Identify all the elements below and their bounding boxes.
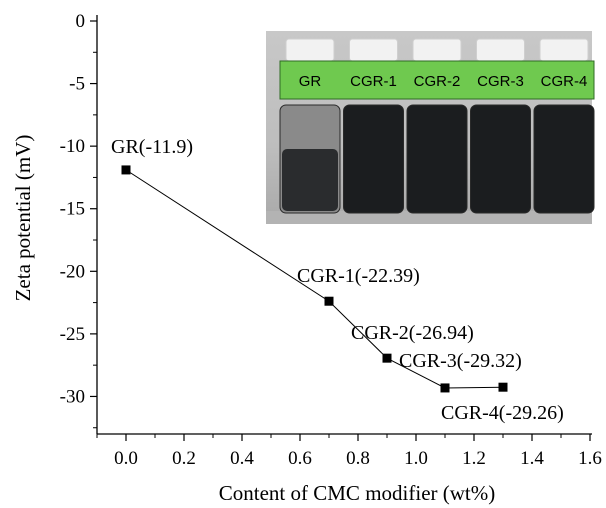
y-tick-label: -10	[60, 136, 85, 157]
x-tick-label: 0.6	[288, 448, 312, 469]
bottle-body	[470, 104, 531, 214]
x-tick-label: 1.4	[520, 448, 544, 469]
y-tick-label: -5	[69, 74, 85, 95]
data-label: CGR-4(-29.26)	[441, 402, 564, 424]
bottle-body	[533, 104, 595, 214]
bottle-body	[406, 104, 468, 214]
bottle-cap	[412, 38, 462, 62]
bottle-cap	[539, 38, 589, 62]
bottle-cap	[476, 38, 525, 62]
y-tick-label: -15	[60, 199, 85, 220]
data-point	[121, 165, 131, 175]
y-axis-title: Zeta potential (mV)	[11, 135, 35, 302]
x-tick-label: 1.0	[404, 448, 428, 469]
axes: 0 -5 -10 -15 -20 -25 -30 0.0 0.2 0.4 0.6 0.8 1.0 1.2 1…	[60, 11, 602, 469]
data-label: GR(-11.9)	[111, 136, 193, 158]
bottle-label: CGR-2	[414, 73, 461, 90]
data-label: CGR-2(-26.94)	[351, 322, 474, 344]
x-axis-title: Content of CMC modifier (wt%)	[219, 481, 495, 505]
x-tick-label: 0.2	[172, 448, 196, 469]
y-tick-label: 0	[76, 11, 86, 32]
sediment-layer	[282, 149, 338, 211]
data-label: CGR-1(-22.39)	[297, 265, 420, 287]
data-label: CGR-3(-29.32)	[399, 350, 522, 372]
bottle-body	[343, 104, 404, 214]
inset-table-surface	[266, 211, 592, 224]
data-point	[440, 383, 450, 393]
x-tick-label: 0.4	[230, 448, 254, 469]
x-tick-label: 0.0	[114, 448, 138, 469]
y-tick-label: -25	[60, 324, 85, 345]
bottle-label: GR	[299, 73, 322, 90]
x-tick-label: 1.6	[578, 448, 602, 469]
bottle-cap	[285, 38, 335, 62]
data-point	[382, 353, 392, 363]
data-point	[324, 296, 334, 306]
inset-photo: GR CGR-1 CGR-2 CGR-3 CGR-4	[266, 31, 595, 224]
bottle-cap	[349, 38, 398, 62]
bottle-label: CGR-3	[477, 73, 524, 90]
annotations: GR(-11.9) CGR-1(-22.39) CGR-2(-26.94) CGR-3…	[111, 136, 564, 424]
y-tick-label: -20	[60, 261, 85, 282]
data-point	[498, 382, 508, 392]
x-tick-label: 0.8	[346, 448, 370, 469]
bottle-label-band	[279, 60, 595, 100]
bottle-label: CGR-1	[350, 73, 397, 90]
x-tick-label: 1.2	[462, 448, 486, 469]
y-tick-label: -30	[60, 386, 85, 407]
data-marks	[121, 165, 508, 393]
bottle-label: CGR-4	[541, 73, 588, 90]
